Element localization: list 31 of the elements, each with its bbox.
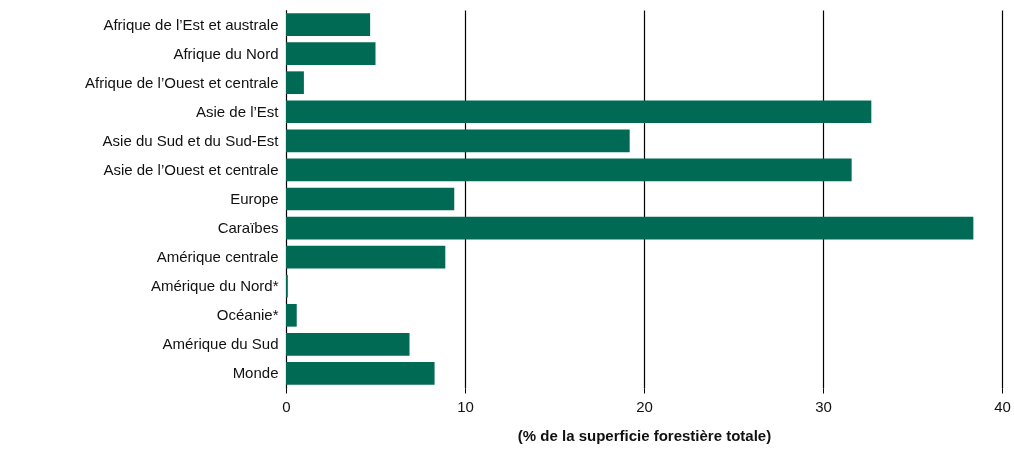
y-tick-label: Amérique du Sud [162, 335, 279, 353]
bar [286, 100, 872, 124]
y-tick-label: Caraïbes [217, 219, 279, 237]
y-tick-label: Afrique de l’Ouest et centrale [85, 73, 279, 91]
x-tick-label: 40 [994, 397, 1011, 415]
bar [286, 216, 974, 240]
bar [286, 13, 371, 36]
bar [286, 71, 304, 95]
y-tick-label: Asie de l’Est [195, 102, 280, 120]
bar [286, 42, 376, 65]
y-tick-label: Afrique de l’Est et australe [103, 15, 279, 33]
y-tick-label: Afrique du Nord [173, 44, 279, 62]
bar [286, 333, 410, 356]
y-tick-label: Europe [230, 190, 279, 207]
bar [286, 362, 435, 385]
bar [286, 187, 455, 211]
y-tick-label: Asie de l’Ouest et centrale [103, 160, 279, 178]
x-axis-title: (% de la superficie forestière totale) [517, 426, 772, 444]
x-tick-label: 30 [815, 397, 832, 415]
y-tick-label: Océanie* [216, 306, 279, 324]
x-tick-label: 10 [457, 397, 474, 415]
y-tick-label: Monde [232, 364, 279, 382]
y-tick-label: Amérique du Nord* [150, 277, 279, 295]
y-tick-label: Asie du Sud et du Sud-Est [102, 131, 280, 149]
bar [286, 129, 630, 153]
bar [286, 245, 446, 269]
x-tick-label: 0 [282, 397, 291, 415]
y-tick-label: Amérique centrale [156, 248, 279, 266]
x-tick-label: 20 [636, 397, 653, 415]
bar [286, 303, 297, 327]
bar [286, 158, 852, 182]
